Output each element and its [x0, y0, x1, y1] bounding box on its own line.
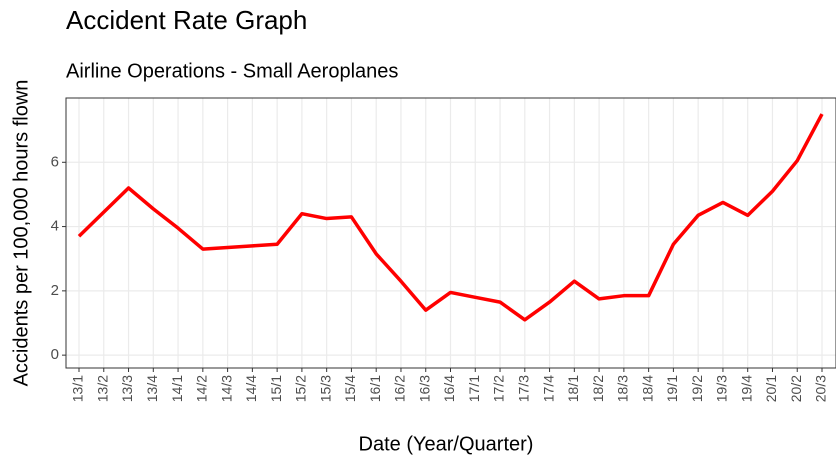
- plot-border: [65, 97, 836, 369]
- x-tick-label: 19/3: [714, 375, 730, 402]
- chart-subtitle: Airline Operations - Small Aeroplanes: [66, 60, 398, 82]
- x-tick-label: 18/3: [615, 375, 631, 402]
- x-tick-label: 14/3: [218, 375, 234, 402]
- x-tick-label: 13/1: [70, 375, 86, 402]
- x-tick-label: 20/1: [763, 375, 779, 402]
- x-tick-label: 13/3: [119, 375, 135, 402]
- x-tick-label: 18/2: [590, 375, 606, 402]
- x-tick-label: 15/4: [342, 375, 358, 402]
- y-axis-label: Accidents per 100,000 hours flown: [10, 80, 32, 387]
- x-tick-label: 13/2: [94, 375, 110, 402]
- chart-title: Accident Rate Graph: [66, 5, 307, 35]
- x-tick-label: 15/3: [317, 375, 333, 402]
- x-tick-label: 13/4: [144, 375, 160, 402]
- data-line: [77, 113, 824, 322]
- x-tick-label: 19/4: [738, 375, 754, 402]
- x-tick-label: 15/1: [268, 375, 284, 402]
- x-tick-label: 19/1: [664, 375, 680, 402]
- x-tick-label: 20/2: [788, 375, 804, 402]
- x-tick-label: 18/4: [639, 375, 655, 402]
- x-tick-label: 15/2: [293, 375, 309, 402]
- x-tick-label: 17/1: [466, 375, 482, 402]
- x-tick-label: 17/2: [491, 375, 507, 402]
- y-tick-label: 2: [51, 282, 59, 299]
- x-tick-label: 14/4: [243, 375, 259, 402]
- x-tick-label: 17/3: [516, 375, 532, 402]
- x-tick-label: 17/4: [540, 375, 556, 402]
- y-tick-label: 4: [51, 218, 59, 235]
- x-tick-label: 16/2: [392, 375, 408, 402]
- x-tick-label: 18/1: [565, 375, 581, 402]
- x-tick-label: 16/1: [367, 375, 383, 402]
- y-tick-label: 6: [51, 153, 59, 170]
- x-tick-label: 14/1: [169, 375, 185, 402]
- x-tick-label: 19/2: [689, 375, 705, 402]
- y-tick-label: 0: [51, 346, 59, 363]
- x-axis-label: Date (Year/Quarter): [359, 433, 534, 455]
- x-tick-label: 16/3: [416, 375, 432, 402]
- x-tick-label: 20/3: [813, 375, 829, 402]
- x-tick-label: 16/4: [441, 375, 457, 402]
- x-tick-label: 14/2: [194, 375, 210, 402]
